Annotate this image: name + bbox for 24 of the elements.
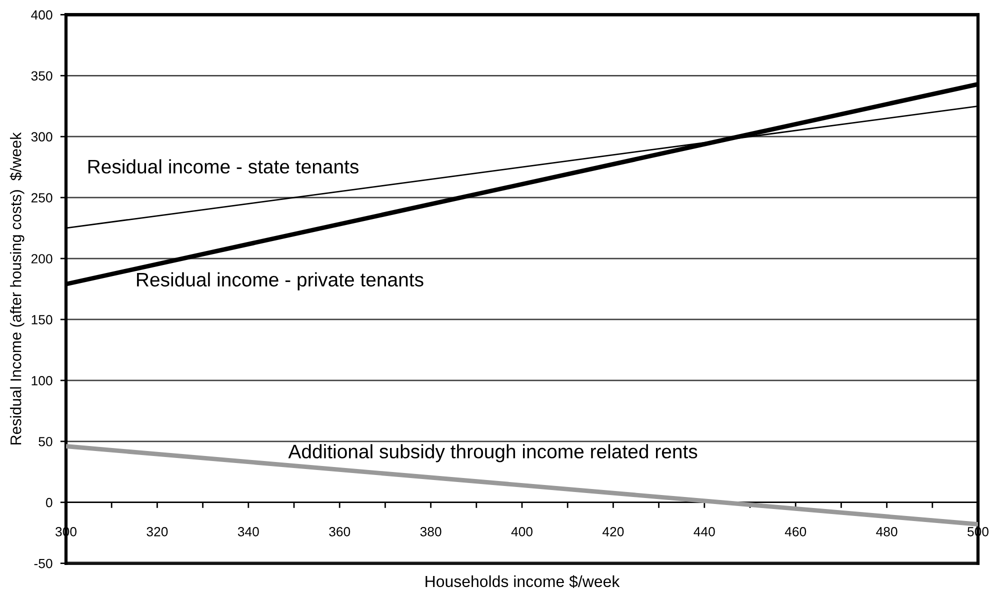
y-tick-label: 350 [31, 71, 52, 81]
y-tick-label: 0 [46, 498, 52, 508]
x-tick-label: 360 [329, 527, 350, 536]
y-tick-label: 100 [32, 376, 52, 386]
y-tick-label: 150 [32, 315, 52, 324]
series-label: Residual income - state tenants [88, 159, 358, 174]
x-tick-label: 440 [694, 527, 715, 536]
y-tick-label: 200 [31, 254, 52, 264]
x-tick-label: 460 [784, 527, 806, 536]
y-tick-label: 300 [31, 132, 52, 142]
y-tick-label: -50 [34, 558, 52, 568]
y-tick-label: 400 [31, 10, 52, 20]
x-tick-label: 420 [602, 527, 624, 536]
x-tick-label: 380 [420, 527, 442, 536]
x-tick-label: 340 [238, 527, 259, 536]
series-label: Additional subsidy through income related rents [288, 444, 698, 462]
x-tick-label: 480 [876, 527, 898, 536]
x-tick-label: 320 [146, 527, 168, 536]
y-tick-label: 50 [38, 436, 52, 446]
series-label: Residual income - private tenants [137, 272, 424, 290]
y-tick-label: 250 [31, 193, 52, 202]
x-axis-title: Households income $/week [426, 575, 620, 588]
y-axis-title: Residual Income (after housing costs) $/week [10, 132, 24, 444]
x-tick-label: 400 [511, 527, 532, 536]
